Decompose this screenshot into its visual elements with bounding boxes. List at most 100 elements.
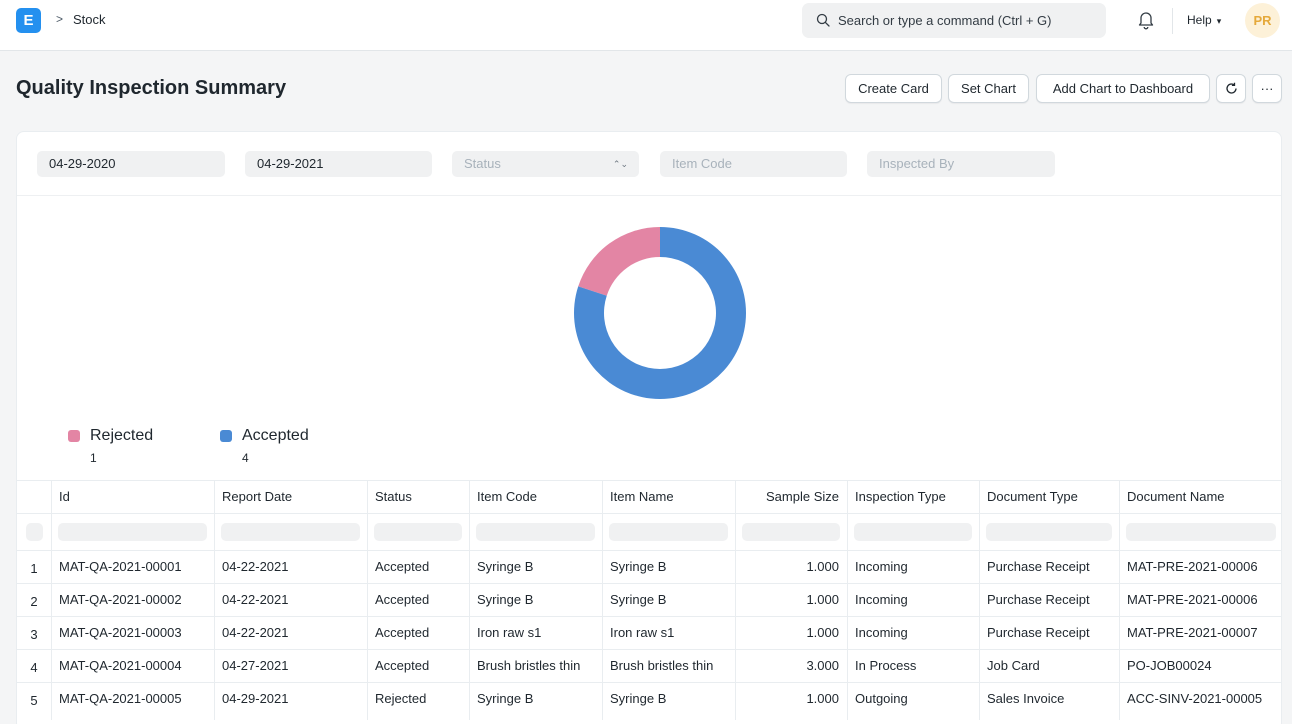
table-cell[interactable]: Rejected [375, 691, 427, 706]
table-cell[interactable]: Brush bristles thin [610, 658, 714, 673]
table-cell[interactable]: Syringe B [477, 691, 534, 706]
table-cell[interactable]: Purchase Receipt [987, 559, 1090, 574]
table-cell[interactable]: Job Card [987, 658, 1040, 673]
column-header[interactable]: Id [59, 489, 70, 504]
legend-label-rejected[interactable]: Rejected [90, 427, 154, 444]
table-cell[interactable]: Syringe B [610, 691, 667, 706]
row-filter-checkbox[interactable] [26, 523, 43, 541]
table-cell[interactable]: Incoming [855, 625, 908, 640]
table-column-divider [1119, 480, 1120, 720]
table-cell[interactable]: Brush bristles thin [477, 658, 581, 673]
column-header[interactable]: Item Code [477, 489, 537, 504]
inspected-by-filter[interactable]: Inspected By [867, 151, 1055, 177]
table-cell[interactable]: Syringe B [477, 592, 534, 607]
search-bar[interactable]: Search or type a command (Ctrl + G) [802, 3, 1106, 38]
column-filter-input[interactable] [221, 523, 360, 541]
row-number: 5 [30, 693, 38, 708]
legend-label-accepted[interactable]: Accepted [242, 427, 309, 444]
column-filter-input[interactable] [58, 523, 207, 541]
table-cell[interactable]: Iron raw s1 [477, 625, 542, 640]
column-filter-input[interactable] [374, 523, 462, 541]
to-date-filter[interactable]: 04-29-2021 [245, 151, 432, 177]
donut-slice-rejected[interactable] [578, 227, 660, 296]
table-cell[interactable]: MAT-QA-2021-00003 [59, 625, 182, 640]
table-cell[interactable]: Accepted [375, 658, 430, 673]
column-filter-input[interactable] [609, 523, 728, 541]
more-options-button[interactable]: ··· [1252, 74, 1282, 103]
column-header[interactable]: Report Date [222, 489, 293, 504]
table-column-divider [735, 480, 736, 720]
table-cell[interactable]: MAT-PRE-2021-00007 [1127, 625, 1258, 640]
table-cell[interactable]: 1.000 [806, 592, 839, 607]
table-cell[interactable]: Incoming [855, 559, 908, 574]
table-cell[interactable]: 1.000 [806, 691, 839, 706]
table-cell[interactable]: Outgoing [855, 691, 908, 706]
column-header[interactable]: Document Name [1127, 489, 1225, 504]
table-cell[interactable]: MAT-QA-2021-00005 [59, 691, 182, 706]
table-cell[interactable]: Purchase Receipt [987, 625, 1090, 640]
column-header[interactable]: Sample Size [766, 489, 839, 504]
column-header[interactable]: Item Name [610, 489, 674, 504]
table-cell[interactable]: Accepted [375, 592, 430, 607]
table-cell[interactable]: Sales Invoice [987, 691, 1065, 706]
set-chart-button[interactable]: Set Chart [948, 74, 1029, 103]
legend-value-rejected: 1 [90, 451, 97, 465]
column-filter-input[interactable] [476, 523, 595, 541]
table-cell[interactable]: MAT-QA-2021-00002 [59, 592, 182, 607]
table-cell[interactable]: Syringe B [610, 592, 667, 607]
table-cell[interactable]: MAT-PRE-2021-00006 [1127, 559, 1258, 574]
table-cell[interactable]: 1.000 [806, 559, 839, 574]
table-cell[interactable]: MAT-QA-2021-00004 [59, 658, 182, 673]
table-cell[interactable]: ACC-SINV-2021-00005 [1127, 691, 1263, 706]
table-cell[interactable]: PO-JOB00024 [1127, 658, 1212, 673]
select-arrows-icon: ⌃⌄ [612, 159, 628, 169]
table-cell[interactable]: 3.000 [806, 658, 839, 673]
table-cell[interactable]: MAT-QA-2021-00001 [59, 559, 182, 574]
nav-divider [1172, 8, 1173, 34]
column-filter-input[interactable] [742, 523, 840, 541]
donut-slice-accepted[interactable] [574, 227, 747, 399]
table-cell[interactable]: Syringe B [477, 559, 534, 574]
search-icon [816, 13, 830, 27]
table-cell[interactable]: Syringe B [610, 559, 667, 574]
breadcrumb-stock[interactable]: Stock [73, 12, 106, 27]
app-logo[interactable]: E [16, 8, 41, 33]
item-code-filter[interactable]: Item Code [660, 151, 847, 177]
table-row-divider [17, 550, 1281, 551]
table-row-divider [17, 583, 1281, 584]
table-cell[interactable]: 04-22-2021 [222, 592, 289, 607]
table-cell[interactable]: MAT-PRE-2021-00006 [1127, 592, 1258, 607]
table-cell[interactable]: 04-27-2021 [222, 658, 289, 673]
table-row-divider [17, 513, 1281, 514]
table-cell[interactable]: Accepted [375, 559, 430, 574]
table-cell[interactable]: 04-22-2021 [222, 625, 289, 640]
column-filter-input[interactable] [986, 523, 1112, 541]
table-cell[interactable]: Purchase Receipt [987, 592, 1090, 607]
avatar[interactable]: PR [1245, 3, 1280, 38]
table-cell[interactable]: 1.000 [806, 625, 839, 640]
legend-swatch-accepted [220, 430, 232, 442]
add-chart-to-dashboard-button[interactable]: Add Chart to Dashboard [1036, 74, 1210, 103]
help-label: Help [1187, 13, 1212, 27]
table-column-divider [367, 480, 368, 720]
column-header[interactable]: Document Type [987, 489, 1078, 504]
status-filter[interactable]: Status ⌃⌄ [452, 151, 639, 177]
column-filter-input[interactable] [854, 523, 972, 541]
table-cell[interactable]: Iron raw s1 [610, 625, 675, 640]
help-dropdown[interactable]: Help ▾ [1187, 13, 1221, 27]
table-cell[interactable]: 04-22-2021 [222, 559, 289, 574]
column-filter-input[interactable] [1126, 523, 1276, 541]
refresh-button[interactable] [1216, 74, 1246, 103]
table-cell[interactable]: 04-29-2021 [222, 691, 289, 706]
table-cell[interactable]: Incoming [855, 592, 908, 607]
table-cell[interactable]: In Process [855, 658, 917, 673]
bell-icon[interactable] [1137, 10, 1155, 30]
column-header[interactable]: Inspection Type [855, 489, 946, 504]
from-date-filter[interactable]: 04-29-2020 [37, 151, 225, 177]
table-column-divider [847, 480, 848, 720]
table-column-divider [602, 480, 603, 720]
table-cell[interactable]: Accepted [375, 625, 430, 640]
column-header[interactable]: Status [375, 489, 412, 504]
create-card-button[interactable]: Create Card [845, 74, 942, 103]
table-row-divider [17, 616, 1281, 617]
